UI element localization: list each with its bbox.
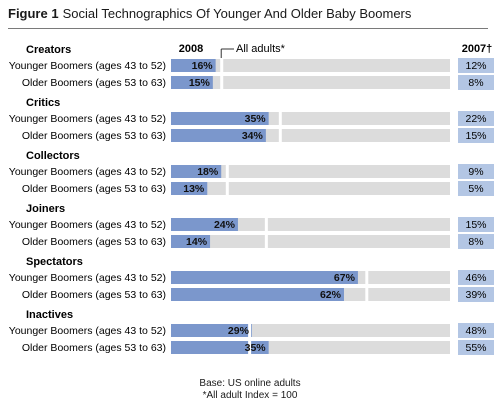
row-label-critics-younger: Younger Boomers (ages 43 to 52): [9, 113, 166, 125]
index-box-joiners-older: [458, 234, 494, 249]
bar-inactives-younger: [171, 324, 252, 337]
figure-label: Figure 1: [8, 6, 59, 21]
bar-track-collectors-older: [171, 182, 450, 195]
data-label-critics-older: 34%: [242, 130, 264, 142]
row-label-creators-older: Older Boomers (ages 53 to 63): [22, 77, 166, 89]
bar-track-creators-older: [171, 76, 450, 89]
all-adults-marker-critics-older: [278, 128, 282, 143]
bar-critics-younger: [171, 112, 269, 125]
all-adults-marker-creators-younger: [220, 58, 224, 73]
all-adults-marker-spectators-older: [365, 287, 369, 302]
bar-track-joiners-younger: [171, 218, 450, 231]
data-label-spectators-older: 62%: [320, 289, 342, 301]
category-label-collectors: Collectors: [26, 150, 80, 162]
data-label-critics-younger: 35%: [245, 113, 267, 125]
index-box-joiners-younger: [458, 217, 494, 232]
column-header-year: 2008: [179, 43, 203, 55]
row-label-inactives-older: Older Boomers (ages 53 to 63): [22, 342, 166, 354]
all-adults-marker-joiners-older: [264, 234, 268, 249]
index-box-creators-older: [458, 75, 494, 90]
data-label-spectators-younger: 67%: [334, 272, 356, 284]
row-label-joiners-older: Older Boomers (ages 53 to 63): [22, 236, 166, 248]
data-label-creators-older: 15%: [189, 77, 211, 89]
index-value-joiners-older: 8%: [468, 236, 483, 248]
data-label-joiners-older: 14%: [186, 236, 208, 248]
index-value-inactives-older: 55%: [465, 342, 486, 354]
figure-title-text: Social Technographics Of Younger And Old…: [62, 6, 412, 21]
bar-creators-older: [171, 76, 213, 89]
index-box-inactives-younger: [458, 323, 494, 338]
index-box-collectors-younger: [458, 164, 494, 179]
data-label-collectors-older: 13%: [183, 183, 205, 195]
bar-joiners-younger: [171, 218, 238, 231]
category-label-joiners: Joiners: [26, 203, 65, 215]
all-adults-marker-inactives-older: [248, 340, 252, 355]
all-adults-marker-inactives-younger: [248, 323, 252, 338]
column-header-index: 2007†: [462, 43, 493, 55]
figure-title: Figure 1 Social Technographics Of Younger…: [8, 6, 488, 29]
column-header-reference: All adults*: [236, 43, 286, 55]
row-label-collectors-older: Older Boomers (ages 53 to 63): [22, 183, 166, 195]
index-value-joiners-younger: 15%: [465, 219, 486, 231]
bar-track-collectors-younger: [171, 165, 450, 178]
row-label-inactives-younger: Younger Boomers (ages 43 to 52): [9, 325, 166, 337]
category-label-critics: Critics: [26, 97, 60, 109]
bar-critics-older: [171, 129, 266, 142]
bar-track-joiners-older: [171, 235, 450, 248]
bar-collectors-older: [171, 182, 208, 195]
row-label-critics-older: Older Boomers (ages 53 to 63): [22, 130, 166, 142]
index-value-collectors-younger: 9%: [468, 166, 483, 178]
index-box-spectators-younger: [458, 270, 494, 285]
all-adults-marker-spectators-younger: [365, 270, 369, 285]
index-box-inactives-older: [458, 340, 494, 355]
bar-inactives-older: [171, 341, 269, 354]
data-label-inactives-younger: 29%: [228, 325, 250, 337]
data-label-collectors-younger: 18%: [197, 166, 219, 178]
all-adults-marker-joiners-younger: [264, 217, 268, 232]
index-value-critics-younger: 22%: [465, 113, 486, 125]
index-box-collectors-older: [458, 181, 494, 196]
category-label-spectators: Spectators: [26, 256, 83, 268]
bar-track-creators-younger: [171, 59, 450, 72]
row-label-collectors-younger: Younger Boomers (ages 43 to 52): [9, 166, 166, 178]
index-value-spectators-younger: 46%: [465, 272, 486, 284]
bar-collectors-younger: [171, 165, 222, 178]
bar-spectators-older: [171, 288, 344, 301]
footnote-base: Base: US online adults: [199, 378, 301, 389]
footnote: Base: US online adults *All adult Index …: [0, 378, 500, 402]
data-label-joiners-younger: 24%: [214, 219, 236, 231]
index-value-collectors-older: 5%: [468, 183, 483, 195]
chart-body: Creators 16% Younger Boomers (ages 43 to 5…: [9, 44, 494, 355]
all-adults-marker-critics-younger: [278, 111, 282, 126]
row-label-spectators-younger: Younger Boomers (ages 43 to 52): [9, 272, 166, 284]
bar-joiners-older: [171, 235, 211, 248]
footnote-index-note: *All adult Index = 100: [202, 390, 298, 401]
all-adults-marker-collectors-older: [225, 181, 229, 196]
index-value-critics-older: 15%: [465, 130, 486, 142]
bar-spectators-younger: [171, 271, 358, 284]
index-value-creators-younger: 12%: [465, 60, 486, 72]
all-adults-marker-creators-older: [220, 75, 224, 90]
data-label-creators-younger: 16%: [192, 60, 214, 72]
row-label-spectators-older: Older Boomers (ages 53 to 63): [22, 289, 166, 301]
bar-creators-younger: [171, 59, 216, 72]
index-value-inactives-younger: 48%: [465, 325, 486, 337]
row-label-creators-younger: Younger Boomers (ages 43 to 52): [9, 60, 166, 72]
category-label-inactives: Inactives: [26, 309, 73, 321]
category-label-creators: Creators: [26, 44, 71, 56]
index-box-critics-younger: [458, 111, 494, 126]
index-box-creators-younger: [458, 58, 494, 73]
index-value-spectators-older: 39%: [465, 289, 486, 301]
index-box-spectators-older: [458, 287, 494, 302]
index-value-creators-older: 8%: [468, 77, 483, 89]
index-box-critics-older: [458, 128, 494, 143]
all-adults-marker-collectors-younger: [225, 164, 229, 179]
data-label-inactives-older: 35%: [245, 342, 267, 354]
row-label-joiners-younger: Younger Boomers (ages 43 to 52): [9, 219, 166, 231]
